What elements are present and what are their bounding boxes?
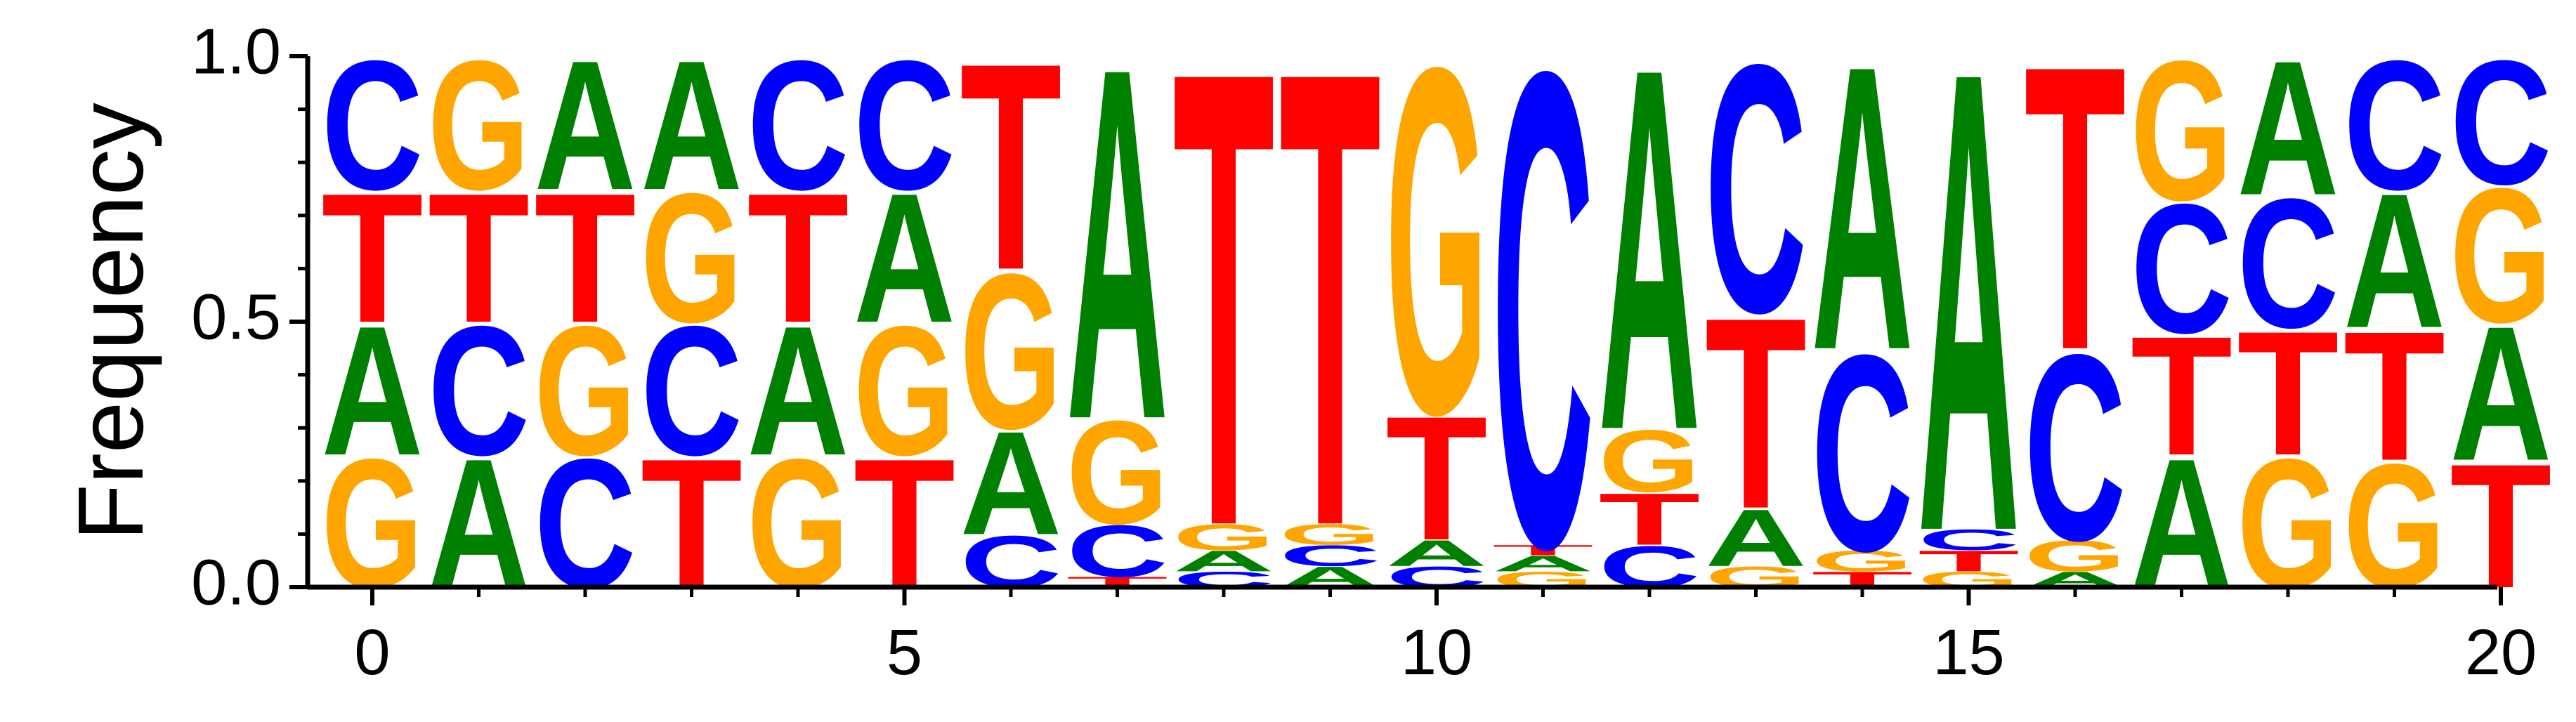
logo-letter-t: T — [1918, 545, 2020, 578]
logo-letter-c: C — [641, 287, 743, 494]
y-tick-label: 0.0 — [191, 546, 281, 618]
logo-letter-c: C — [2025, 300, 2126, 596]
logo-letter-g: G — [1812, 544, 1914, 577]
logo-letter-t: T — [428, 155, 530, 362]
y-tick-label: 0.5 — [191, 281, 281, 353]
logo-letter-a: A — [535, 22, 636, 228]
logo-letter-a: A — [1812, 0, 1914, 435]
logo-letter-t: T — [1279, 0, 1381, 661]
logo-letter-a: A — [2343, 153, 2445, 367]
logo-letter-g: G — [2450, 147, 2552, 362]
logo-letter-t: T — [2025, 0, 2126, 435]
logo-letter-g: G — [1173, 517, 1275, 558]
logo-letter-t: T — [747, 155, 849, 362]
logo-letter-c: C — [1918, 523, 2020, 556]
logo-letter-g: G — [1386, 0, 1488, 518]
logo-letter-g: G — [641, 156, 743, 362]
logo-letter-a: A — [1918, 0, 2020, 669]
logo-letter-t: T — [960, 2, 1062, 332]
logo-letter-t: T — [1492, 542, 1594, 559]
logo-letter-a: A — [1173, 544, 1275, 577]
logo-letter-c: C — [1066, 510, 1168, 592]
logo-letter-g: G — [428, 23, 530, 229]
logo-letter-c: C — [2450, 25, 2552, 222]
logo-letter-t: T — [2131, 301, 2232, 490]
x-tick-label: 5 — [887, 617, 922, 688]
logo-letter-g: G — [1279, 518, 1381, 551]
logo-letter-c: C — [2131, 165, 2232, 372]
logo-letter-g: G — [960, 228, 1062, 475]
logo-letter-t: T — [1599, 478, 1701, 560]
logo-letter-g: G — [1066, 390, 1168, 556]
logo-letter-c: C — [1812, 296, 1914, 610]
logo-letter-a: A — [854, 155, 955, 361]
logo-letter-t: T — [1173, 0, 1275, 661]
x-tick-label: 10 — [1401, 617, 1472, 688]
logo-letter-a: A — [1386, 533, 1488, 575]
logo-letter-g: G — [1599, 412, 1701, 511]
x-tick-label: 0 — [354, 617, 390, 688]
logo-letter-a: A — [1705, 492, 1807, 583]
y-tick-label: 1.0 — [191, 15, 281, 87]
logo-letter-c: C — [1705, 0, 1807, 387]
x-tick-label: 15 — [1933, 617, 2004, 688]
logo-letter-a: A — [960, 400, 1062, 565]
logo-letter-a: A — [1492, 551, 1594, 576]
logo-letter-g: G — [854, 289, 955, 494]
logo-letter-g: G — [2025, 532, 2126, 581]
logo-letter-c: C — [2237, 159, 2339, 366]
logo-letter-t: T — [322, 155, 424, 362]
logo-letter-c: C — [1492, 0, 1594, 688]
logo-letter-a: A — [2237, 20, 2339, 235]
logo-letter-a: A — [2450, 286, 2552, 500]
logo-letter-t: T — [2343, 293, 2445, 499]
logo-letter-t: T — [1386, 379, 1488, 577]
logo-letter-g: G — [535, 289, 636, 494]
axis-ticks: 0.0 0.5 1.0 0 5 10 15 20 — [191, 15, 2537, 688]
logo-letter-a: A — [641, 22, 743, 228]
logo-letter-c: C — [854, 22, 955, 228]
logo-letter-a: A — [322, 287, 424, 494]
y-axis-title: Frequency — [59, 103, 162, 541]
logo-letter-c: C — [428, 287, 530, 494]
logo-letter-a: A — [1599, 0, 1701, 538]
logo-letter-c: C — [2343, 22, 2445, 228]
logo-letter-t: T — [2237, 294, 2339, 492]
x-tick-label: 20 — [2465, 617, 2537, 688]
logo-letter-c: C — [1279, 539, 1381, 572]
logo-letter-t: T — [1705, 262, 1807, 566]
logo-letter-a: A — [747, 287, 849, 494]
logo-letter-c: C — [322, 22, 424, 228]
logo-letter-t: T — [535, 155, 636, 362]
logo-letter-a: A — [1066, 0, 1168, 525]
logo-letter-c: C — [747, 22, 849, 228]
logo-letter-g: G — [2131, 20, 2232, 242]
